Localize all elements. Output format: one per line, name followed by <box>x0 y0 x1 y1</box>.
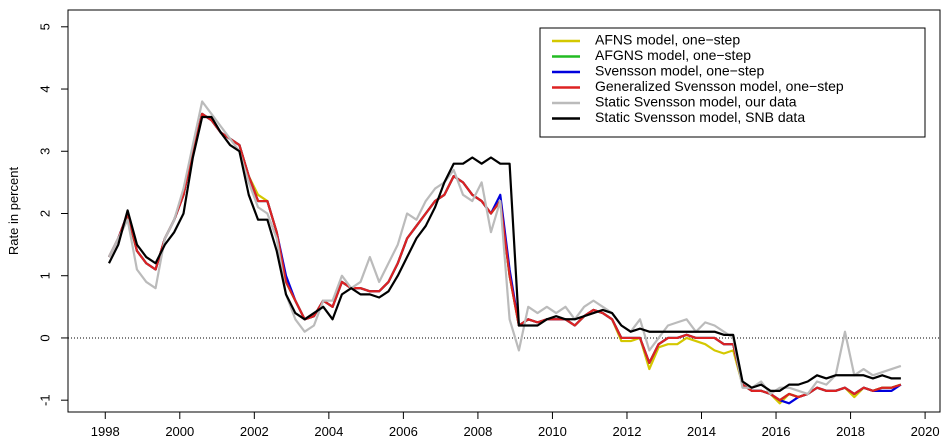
y-tick-label: 3 <box>37 148 52 155</box>
series-line <box>108 100 902 396</box>
y-axis-title: Rate in percent <box>6 167 21 256</box>
x-tick-label: 2010 <box>538 424 567 439</box>
x-tick-label: 2000 <box>165 424 194 439</box>
x-tick-label: 2008 <box>463 424 492 439</box>
y-tick-label: 4 <box>37 85 52 92</box>
legend-label: AFGNS model, one−step <box>595 47 751 63</box>
y-tick-label: 0 <box>37 334 52 341</box>
x-tick-label: 2016 <box>762 424 791 439</box>
y-tick-label: 1 <box>37 272 52 279</box>
legend-label: Svensson model, one−step <box>595 63 764 79</box>
legend-label: Static Svensson model, our data <box>595 94 797 110</box>
x-tick-label: 2014 <box>687 424 716 439</box>
x-tick-label: 2018 <box>836 424 865 439</box>
x-tick-label: 2020 <box>911 424 940 439</box>
legend-label: Generalized Svensson model, one−step <box>595 78 844 94</box>
x-tick-label: 1998 <box>91 424 120 439</box>
x-tick-label: 2002 <box>240 424 269 439</box>
y-tick-label: 5 <box>37 23 52 30</box>
x-tick-label: 2004 <box>314 424 343 439</box>
y-tick-label: 2 <box>37 210 52 217</box>
x-tick-label: 2006 <box>389 424 418 439</box>
legend-box <box>539 27 926 138</box>
plot-frame <box>67 9 941 413</box>
legend-label: Static Svensson model, SNB data <box>595 109 805 125</box>
x-tick-label: 2012 <box>613 424 642 439</box>
legend-label: AFNS model, one−step <box>595 32 740 48</box>
series-line <box>108 115 901 392</box>
y-tick-label: -1 <box>37 394 52 406</box>
